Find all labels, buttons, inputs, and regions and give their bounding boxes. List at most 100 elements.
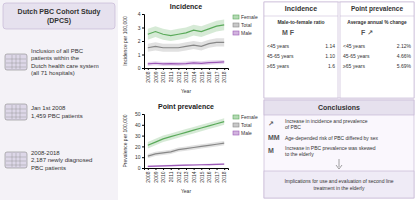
tick-mark: [142, 125, 144, 126]
tick-mark: [148, 68, 149, 70]
table-row-label: ≥65 years: [343, 63, 365, 69]
chart-title: Point prevalence: [158, 103, 214, 111]
tick-mark: [142, 55, 144, 56]
tick: 0: [138, 165, 144, 171]
tick-mark: [224, 168, 225, 170]
band: [148, 60, 224, 66]
icon-line: [6, 157, 26, 158]
tick-mark: [171, 68, 172, 70]
tick-label: 2015: [199, 71, 205, 82]
y-axis-label: Prevalence per 100,000: [122, 114, 128, 167]
legend: FemaleTotalMale: [233, 14, 258, 36]
tick: 2010: [160, 68, 166, 83]
right-panel: IncidenceMale-to-female ratioM F<45 year…: [264, 2, 414, 198]
icon: [5, 54, 27, 70]
page: Dutch PBC Cohort Study(DPCS)Inclusion of…: [0, 0, 416, 200]
icon-text: F ↗: [361, 29, 373, 36]
table-title: Incidence: [285, 5, 317, 12]
tick-label: 3: [138, 25, 141, 31]
line: [148, 42, 224, 47]
tick-label: 2010: [160, 71, 166, 82]
tick-mark: [142, 157, 144, 158]
tick: 2011: [168, 68, 174, 82]
tick-mark: [178, 68, 179, 70]
table-column: [340, 2, 414, 98]
tick: 2008: [145, 68, 151, 83]
legend-swatch: [233, 23, 239, 27]
icon-line: [6, 161, 26, 162]
annotation: Inclusion of all PBCpatients within theD…: [31, 48, 99, 77]
arrow-shaft: [339, 159, 340, 167]
band: [148, 163, 224, 167]
tick: 3: [138, 25, 144, 31]
tick-mark: [148, 168, 149, 170]
tick: 30: [135, 133, 144, 139]
tick: 1: [138, 52, 144, 58]
tick: 2013: [183, 168, 189, 183]
tick: 2: [138, 38, 144, 44]
legend-swatch: [233, 131, 239, 135]
tick: 2008: [145, 168, 151, 183]
tick: 20: [135, 144, 144, 150]
tick-mark: [201, 168, 202, 170]
tick-label: 2012: [176, 171, 182, 182]
tick: 10: [135, 154, 144, 160]
tick-mark: [224, 68, 225, 70]
icon-text: M: [268, 147, 274, 154]
tick-label: 2010: [160, 171, 166, 182]
table-row-label: <45 years: [267, 43, 290, 49]
tick: 2012: [176, 168, 182, 183]
tick: 2014: [191, 168, 197, 183]
icon-line: [6, 59, 26, 60]
conclusions-box: [264, 100, 414, 198]
legend-entry: Total: [241, 22, 252, 28]
tick-label: 2: [138, 38, 141, 44]
axis-line: [142, 15, 145, 69]
x-axis: 2008200920102011201220132014201520162017…: [145, 168, 229, 183]
implication: Implications for use and evaluation of s…: [284, 178, 393, 191]
band: [148, 19, 224, 41]
tick-label: 50: [135, 111, 141, 117]
tick-label: 20: [135, 144, 141, 150]
tick-mark: [142, 28, 144, 29]
table-value: 5.69%: [397, 63, 412, 69]
tick: 2015: [199, 68, 205, 83]
tick-label: 0: [138, 165, 141, 171]
legend: FemaleTotalMale: [233, 114, 258, 136]
icon-line: [6, 117, 26, 118]
tick: 2016: [206, 168, 212, 183]
conclusion: Age-depended risk of PBC differed by sex: [285, 135, 379, 141]
tick-label: 10: [135, 154, 141, 160]
tick-label: 2009: [153, 71, 159, 82]
legend-swatch: [233, 123, 239, 127]
table-row-label: 45-65 years: [343, 53, 370, 59]
title-box: [3, 3, 115, 29]
tick-label: 30: [135, 133, 141, 139]
chart: Incidence0123420082009201020112012201320…: [122, 3, 258, 93]
axis-line: [142, 115, 145, 169]
line: [148, 122, 224, 146]
legend-entry: Male: [241, 130, 252, 136]
annotation: Jan 1st 20081,459 PBC patients: [31, 105, 83, 119]
table-border: [264, 2, 414, 98]
conclusion: Increase in PBC prevalence was skewedto …: [285, 145, 376, 158]
arrow: [336, 159, 342, 169]
line: [148, 62, 224, 64]
tick-label: 2017: [214, 71, 220, 82]
chart-title: Incidence: [170, 3, 202, 10]
icon-line: [6, 113, 26, 114]
tick: 2013: [183, 68, 189, 83]
annotation: 2008-20182,187 newly diagnosedPBC patien…: [31, 150, 92, 171]
tick-mark: [194, 168, 195, 170]
icon: [5, 152, 27, 168]
tick: 2009: [153, 168, 159, 183]
tick-label: 0: [138, 65, 141, 71]
x-axis: 2008200920102011201220132014201520162017…: [145, 68, 229, 83]
y-axis-label: Incidence per 100,000: [122, 16, 128, 66]
legend-entry: Total: [241, 122, 252, 128]
tick-mark: [142, 136, 144, 137]
tick-mark: [142, 114, 144, 115]
tick: 4: [138, 11, 144, 17]
tick-mark: [209, 68, 210, 70]
tick-label: 2012: [176, 71, 182, 82]
